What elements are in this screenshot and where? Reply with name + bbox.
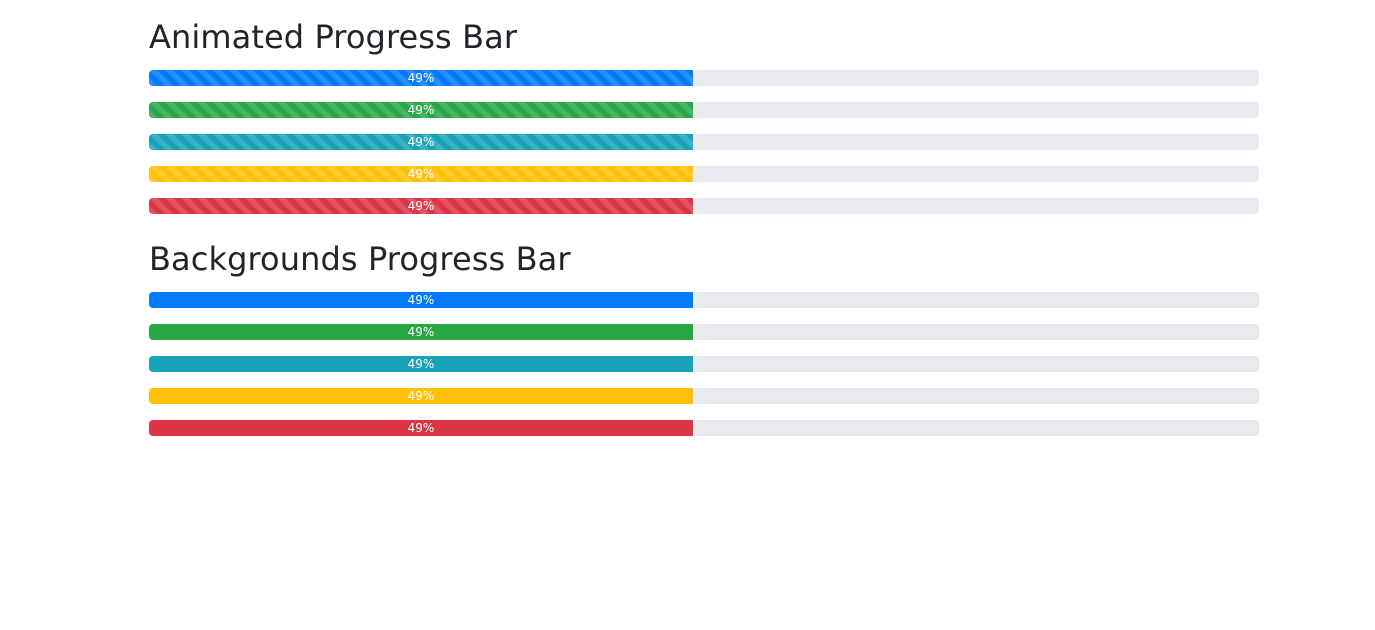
- background-progress-bar-success: 49%: [149, 324, 693, 340]
- background-progress-bar-primary: 49%: [149, 292, 693, 308]
- animated-progress-bar-danger: 49%: [149, 198, 693, 214]
- animated-progress-primary: 49%: [149, 70, 1259, 86]
- background-progress-info: 49%: [149, 356, 1259, 372]
- animated-progress-group: 49% 49% 49% 49% 49%: [149, 58, 1259, 214]
- animated-progress-bar-success: 49%: [149, 102, 693, 118]
- animated-progress-danger: 49%: [149, 198, 1259, 214]
- main-container: Animated Progress Bar 49% 49% 49% 49% 49…: [149, 0, 1259, 452]
- background-progress-warning: 49%: [149, 388, 1259, 404]
- background-progress-bar-warning: 49%: [149, 388, 693, 404]
- background-progress-danger: 49%: [149, 420, 1259, 436]
- background-progress-success: 49%: [149, 324, 1259, 340]
- background-progress-bar-info: 49%: [149, 356, 693, 372]
- backgrounds-progress-group: 49% 49% 49% 49% 49%: [149, 280, 1259, 436]
- animated-progress-bar-info: 49%: [149, 134, 693, 150]
- backgrounds-progress-title: Backgrounds Progress Bar: [149, 240, 571, 278]
- animated-progress-warning: 49%: [149, 166, 1259, 182]
- background-progress-bar-danger: 49%: [149, 420, 693, 436]
- animated-progress-info: 49%: [149, 134, 1259, 150]
- animated-progress-title: Animated Progress Bar: [149, 18, 518, 56]
- animated-progress-success: 49%: [149, 102, 1259, 118]
- animated-progress-bar-warning: 49%: [149, 166, 693, 182]
- background-progress-primary: 49%: [149, 292, 1259, 308]
- animated-progress-bar-primary: 49%: [149, 70, 693, 86]
